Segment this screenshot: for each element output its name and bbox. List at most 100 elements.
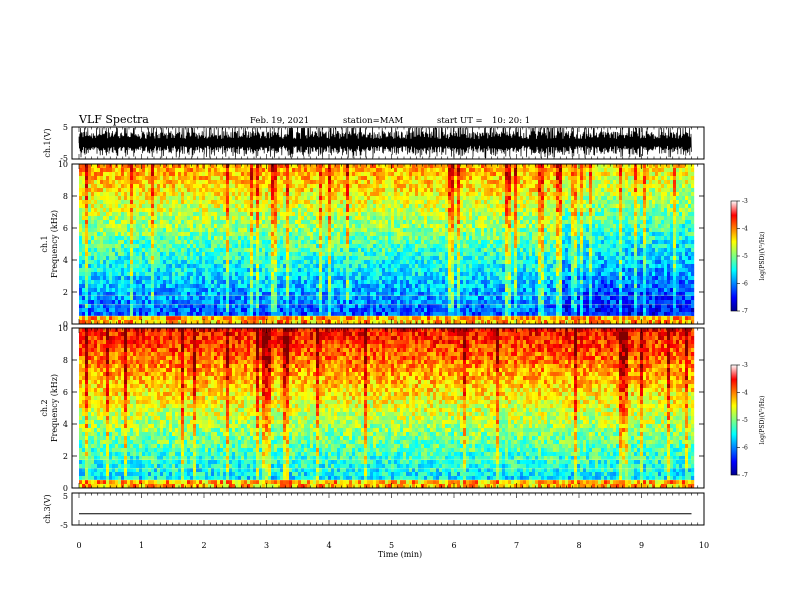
spectrogram-cell <box>319 220 322 224</box>
spectrogram-cell <box>202 300 205 304</box>
spectrogram-cell <box>214 184 217 188</box>
spectrogram-cell <box>202 308 205 312</box>
spectrogram-cell <box>88 256 91 260</box>
spectrogram-cell <box>316 272 319 276</box>
spectrogram-cell <box>79 316 82 320</box>
spectrogram-cell <box>193 208 196 212</box>
spectrogram-cell <box>154 168 157 172</box>
spectrogram-cell <box>100 264 103 268</box>
spectrogram-cell <box>400 184 403 188</box>
spectrogram-cell <box>130 256 133 260</box>
spectrogram-cell <box>427 264 430 268</box>
spectrogram-cell <box>298 232 301 236</box>
spectrogram-cell <box>280 312 283 316</box>
spectrogram-cell <box>376 204 379 208</box>
spectrogram-cell <box>283 220 286 224</box>
spectrogram-cell <box>262 164 265 168</box>
spectrogram-cell <box>361 268 364 272</box>
spectrogram-cell <box>136 300 139 304</box>
spectrogram-cell <box>166 204 169 208</box>
spectrogram-cell <box>313 196 316 200</box>
spectrogram-cell <box>430 276 433 280</box>
spectrogram-cell <box>334 208 337 212</box>
spectrogram-cell <box>364 236 367 240</box>
spectrogram-cell <box>406 284 409 288</box>
spectrogram-cell <box>283 252 286 256</box>
spectrogram-cell <box>295 292 298 296</box>
spectrogram-cell <box>418 188 421 192</box>
spectrogram-cell <box>232 232 235 236</box>
spectrogram-cell <box>118 256 121 260</box>
spectrogram-cell <box>406 276 409 280</box>
spectrogram-cell <box>88 308 91 312</box>
spectrogram-cell <box>400 176 403 180</box>
spectrogram-cell <box>100 204 103 208</box>
spectrogram-cell <box>250 292 253 296</box>
spectrogram-cell <box>220 192 223 196</box>
spectrogram-cell <box>175 236 178 240</box>
spectrogram-cell <box>403 240 406 244</box>
spectrogram-cell <box>115 208 118 212</box>
spectrogram-cell <box>139 260 142 264</box>
spectrogram-cell <box>88 192 91 196</box>
spectrogram-cell <box>172 204 175 208</box>
spectrogram-cell <box>184 188 187 192</box>
spectrogram-cell <box>415 312 418 316</box>
spectrogram-cell <box>85 284 88 288</box>
spectrogram-cell <box>316 252 319 256</box>
spectrogram-cell <box>322 252 325 256</box>
spectrogram-cell <box>313 168 316 172</box>
spectrogram-cell <box>229 224 232 228</box>
spectrogram-cell <box>160 200 163 204</box>
spectrogram-cell <box>439 308 442 312</box>
spectrogram-cell <box>424 288 427 292</box>
spectrogram-cell <box>109 212 112 216</box>
spectrogram-cell <box>292 188 295 192</box>
spectrogram-cell <box>415 244 418 248</box>
spectrogram-cell <box>163 188 166 192</box>
spectrogram-cell <box>265 236 268 240</box>
spectrogram-cell <box>91 240 94 244</box>
spectrogram-cell <box>400 264 403 268</box>
spectrogram-cell <box>316 224 319 228</box>
spectrogram-cell <box>130 224 133 228</box>
spectrogram-cell <box>175 308 178 312</box>
spectrogram-cell <box>376 316 379 320</box>
spectrogram-cell <box>193 232 196 236</box>
spectrogram-cell <box>334 256 337 260</box>
spectrogram-cell <box>274 284 277 288</box>
spectrogram-cell <box>190 188 193 192</box>
spectrogram-cell <box>256 316 259 320</box>
spectrogram-cell <box>385 248 388 252</box>
spectrogram-cell <box>280 296 283 300</box>
spectrogram-cell <box>271 200 274 204</box>
spectrogram-cell <box>319 164 322 168</box>
spectrogram-cell <box>292 308 295 312</box>
spectrogram-cell <box>340 204 343 208</box>
spectrogram-cell <box>232 216 235 220</box>
spectrogram-cell <box>298 260 301 264</box>
spectrogram-cell <box>298 192 301 196</box>
spectrogram-cell <box>220 248 223 252</box>
spectrogram-cell <box>274 248 277 252</box>
spectrogram-cell <box>316 312 319 316</box>
spectrogram-cell <box>445 240 448 244</box>
spectrogram-cell <box>157 212 160 216</box>
spectrogram-cell <box>157 276 160 280</box>
spectrogram-cell <box>247 228 250 232</box>
spectrogram-cell <box>352 236 355 240</box>
spectrogram-cell <box>388 228 391 232</box>
spectrogram-cell <box>232 168 235 172</box>
spectrogram-cell <box>142 216 145 220</box>
spectrogram-cell <box>166 280 169 284</box>
spectrogram-cell <box>148 284 151 288</box>
spectrogram-cell <box>106 196 109 200</box>
spectrogram-cell <box>208 188 211 192</box>
spectrogram-cell <box>427 228 430 232</box>
spectrogram-cell <box>430 260 433 264</box>
spectrogram-cell <box>394 300 397 304</box>
spectrogram-cell <box>184 244 187 248</box>
spectrogram-cell <box>160 276 163 280</box>
spectrogram-cell <box>82 180 85 184</box>
spectrogram-cell <box>379 212 382 216</box>
